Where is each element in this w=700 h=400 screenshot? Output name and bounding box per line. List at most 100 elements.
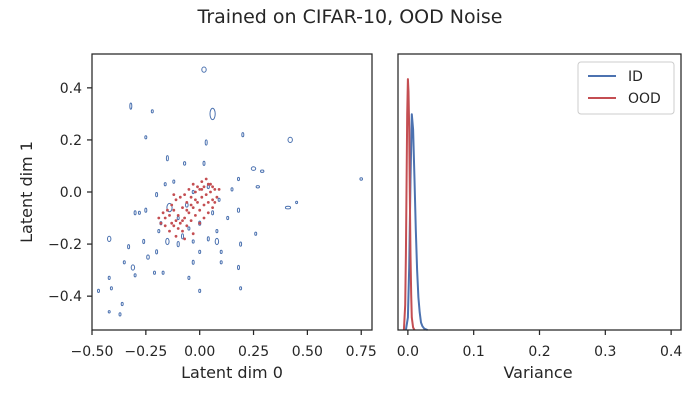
ood-latent-point <box>185 201 189 204</box>
ood-latent-point <box>176 227 180 230</box>
ood-latent-point <box>189 195 193 199</box>
id-latent-point <box>157 229 161 234</box>
ood-latent-point <box>206 182 210 186</box>
id-latent-point <box>120 301 124 307</box>
ood-latent-point <box>202 185 206 189</box>
id-latent-point <box>217 197 221 202</box>
ood-latent-point <box>194 198 197 202</box>
id-latent-point <box>107 235 112 242</box>
id-latent-point <box>172 179 176 184</box>
ood-latent-point <box>206 211 210 215</box>
id-latent-point <box>144 207 148 213</box>
id-latent-point <box>161 270 165 275</box>
ood-latent-point <box>211 206 215 210</box>
id-latent-point <box>254 231 258 236</box>
ood-latent-point <box>183 193 187 197</box>
latent-x-tick-label: 0.00 <box>184 344 215 360</box>
id-latent-point <box>187 226 191 231</box>
ood-latent-point <box>217 188 221 191</box>
id-latent-point <box>97 288 100 293</box>
id-latent-point <box>250 166 257 171</box>
id-latent-point <box>230 187 234 192</box>
id-latent-point <box>219 249 223 254</box>
id-latent-point <box>165 237 170 246</box>
ood-latent-point <box>189 203 193 207</box>
id-latent-point <box>107 275 111 280</box>
ood-latent-point <box>187 211 191 215</box>
ood-latent-point <box>196 185 199 189</box>
id-latent-point <box>153 270 156 275</box>
ood-latent-point <box>209 190 212 194</box>
id-latent-point <box>191 239 195 244</box>
ood-latent-point <box>178 195 182 199</box>
id-latent-point <box>118 312 122 317</box>
latent-x-tick-label: 0.75 <box>346 344 377 360</box>
variance-x-tick-label: 0.0 <box>397 344 419 360</box>
id-latent-point <box>133 210 137 216</box>
ood-latent-point <box>189 219 193 223</box>
variance-x-tick-label: 0.4 <box>660 344 682 360</box>
id-latent-point <box>150 109 154 114</box>
id-latent-point <box>130 264 136 271</box>
ood-latent-point <box>209 182 212 186</box>
id-latent-point <box>146 254 150 260</box>
latent-y-tick-label: 0.2 <box>60 133 82 149</box>
ood-latent-point <box>213 188 217 191</box>
x-axis-label-variance: Variance <box>503 363 572 382</box>
id-latent-point <box>211 210 215 216</box>
ood-latent-point <box>211 185 215 189</box>
variance-x-tick-label: 0.1 <box>463 344 485 360</box>
latent-x-tick-label: 0.25 <box>238 344 269 360</box>
id-latent-point <box>198 288 202 293</box>
id-latent-point <box>107 310 111 314</box>
id-latent-point <box>215 229 219 234</box>
latent-y-tick-label: −0.4 <box>48 289 82 305</box>
id-latent-point <box>201 66 207 73</box>
ood-latent-point <box>198 221 202 225</box>
ood-latent-point <box>213 201 217 204</box>
id-latent-point <box>122 260 126 265</box>
id-latent-point <box>183 161 187 166</box>
id-latent-point <box>198 249 202 254</box>
variance-density-panel: 0.0 0.1 0.2 0.3 0.4 Variance ID OOD <box>397 53 682 382</box>
ood-latent-point <box>170 203 174 207</box>
id-latent-point <box>284 205 292 210</box>
id-latent-point <box>127 244 131 250</box>
ood-latent-point <box>168 214 171 217</box>
id-latent-point <box>260 169 265 173</box>
id-latent-point <box>239 241 243 247</box>
ood-latent-point <box>183 237 187 241</box>
ood-latent-point <box>163 216 167 220</box>
latent-y-tick-label: 0.4 <box>60 81 82 97</box>
ood-latent-point <box>174 219 178 223</box>
ood-variance-density-line <box>402 78 416 331</box>
id-latent-point <box>237 176 240 182</box>
ood-latent-point <box>168 229 171 233</box>
ood-latent-point <box>194 214 197 217</box>
ood-latent-point <box>191 182 195 186</box>
id-latent-point <box>142 238 146 245</box>
latent-y-tick-label: −0.2 <box>48 237 82 253</box>
latent-x-tick-label: −0.25 <box>124 344 167 360</box>
id-latent-point <box>155 192 159 198</box>
id-latent-point <box>166 202 173 213</box>
id-latent-point <box>204 139 208 146</box>
id-latent-point <box>237 264 240 271</box>
id-latent-point <box>176 215 180 221</box>
legend: ID OOD <box>577 61 675 115</box>
variance-x-tick-label: 0.3 <box>594 344 616 360</box>
ood-latent-point <box>170 221 174 225</box>
id-latent-point <box>239 286 243 291</box>
ood-latent-point <box>194 190 197 194</box>
ood-latent-point <box>176 214 180 217</box>
ood-latent-point <box>198 188 202 191</box>
ood-latent-point <box>172 193 176 197</box>
id-latent-point <box>133 273 137 278</box>
ood-latent-point <box>185 208 189 212</box>
id-latent-point <box>255 185 260 189</box>
ood-latent-point <box>159 221 163 225</box>
figure-title: Trained on CIFAR-10, OOD Noise <box>197 6 503 28</box>
latent-x-tick-label: −0.50 <box>71 344 114 360</box>
id-latent-point <box>129 102 133 110</box>
